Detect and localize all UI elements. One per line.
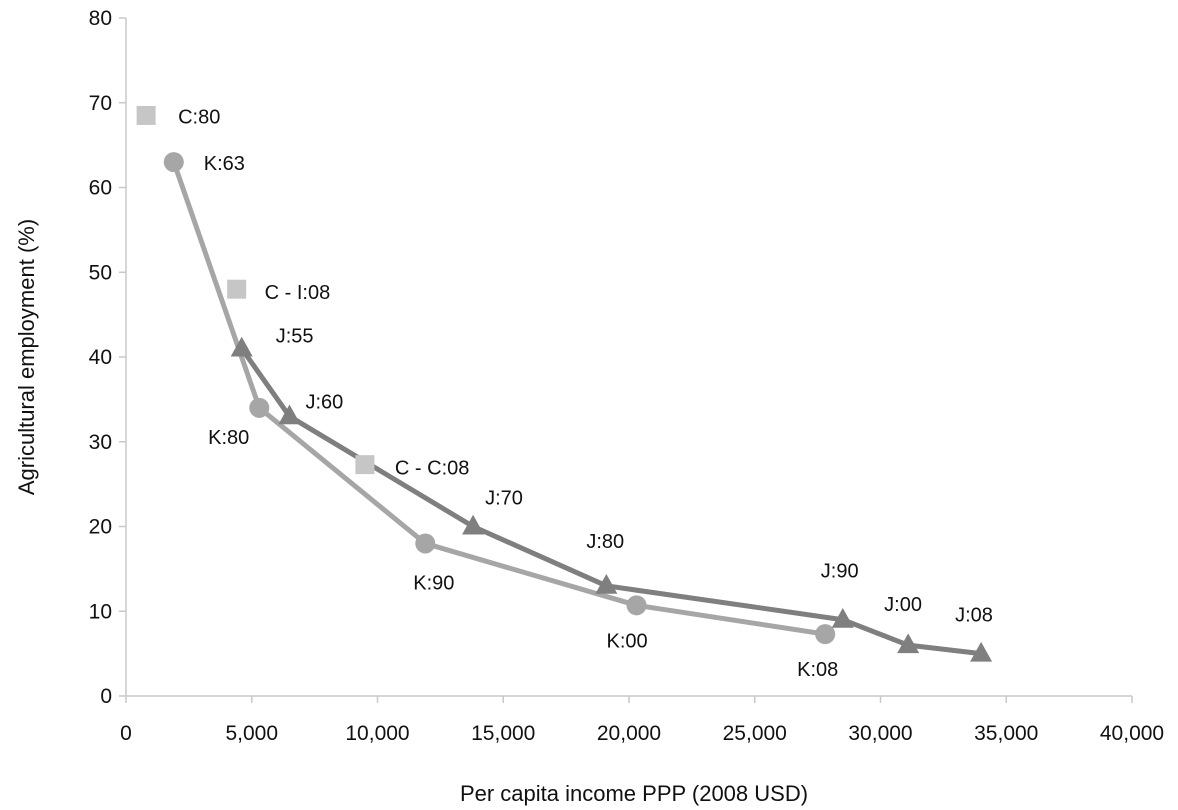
square-marker: [227, 279, 247, 299]
x-tick-label: 30,000: [848, 722, 912, 745]
point-label: J:70: [485, 488, 523, 510]
triangle-marker: [970, 641, 993, 662]
series-line: [239, 346, 984, 657]
point-label: C:80: [178, 106, 220, 128]
point-label: J:60: [305, 391, 343, 413]
point-label: J:55: [276, 326, 314, 348]
triangle-marker: [595, 574, 618, 594]
square-marker: [355, 455, 375, 475]
triangle-marker: [230, 336, 253, 357]
circle-marker: [163, 152, 184, 173]
triangle-marker: [897, 633, 920, 654]
circle-marker: [815, 624, 836, 645]
y-tick-label: 20: [89, 516, 112, 539]
circle-marker: [626, 595, 647, 616]
ticks: 0 10 20 30 40 50 60 70 80 0 5,000 10,000 15,000 20,00…: [89, 7, 1164, 745]
point-labels: K:63 K:80 K:90 K:00 K:08 J:55 J:60 J:70 J:80 J:90…: [178, 106, 993, 681]
point-label: J:00: [884, 594, 922, 616]
triangle-marker: [831, 607, 854, 628]
point-label: K:80: [208, 427, 249, 449]
y-tick-label: 0: [100, 685, 112, 708]
y-tick-label: 40: [89, 346, 112, 369]
x-tick-label: 15,000: [471, 722, 535, 745]
circle-marker: [249, 397, 270, 418]
point-label: J:90: [821, 561, 859, 583]
y-axis-title: Agricultural employment (%): [14, 219, 39, 495]
series-circle: [163, 152, 836, 645]
series-square: [136, 105, 375, 475]
point-label: K:08: [797, 659, 838, 681]
y-tick-label: 10: [89, 600, 112, 623]
series-line: [171, 159, 828, 637]
y-tick-label: 30: [89, 431, 112, 454]
square-marker: [136, 105, 156, 125]
point-label: K:63: [204, 153, 245, 175]
y-tick-label: 70: [89, 92, 112, 115]
x-tick-label: 25,000: [723, 722, 787, 745]
series: [136, 105, 993, 662]
triangle-marker: [278, 404, 301, 425]
axes: [125, 18, 1132, 697]
x-tick-label: 35,000: [974, 722, 1038, 745]
x-tick-label: 0: [120, 722, 132, 745]
x-tick-label: 5,000: [225, 722, 278, 745]
point-label: K:90: [413, 572, 454, 594]
x-tick-label: 20,000: [597, 722, 661, 745]
x-tick-label: 40,000: [1100, 722, 1164, 745]
y-tick-label: 80: [89, 7, 112, 30]
x-tick-label: 10,000: [345, 722, 409, 745]
point-label: C - I:08: [265, 282, 331, 304]
point-label: C - C:08: [395, 458, 469, 480]
point-label: J:80: [586, 531, 624, 553]
point-label: K:00: [607, 630, 648, 652]
series-triangle: [230, 336, 993, 662]
circle-marker: [415, 533, 436, 554]
y-tick-label: 60: [89, 177, 112, 200]
y-tick-label: 50: [89, 261, 112, 284]
point-label: J:08: [955, 605, 993, 627]
triangle-marker: [462, 514, 485, 535]
x-axis-title: Per capita income PPP (2008 USD): [460, 781, 808, 806]
